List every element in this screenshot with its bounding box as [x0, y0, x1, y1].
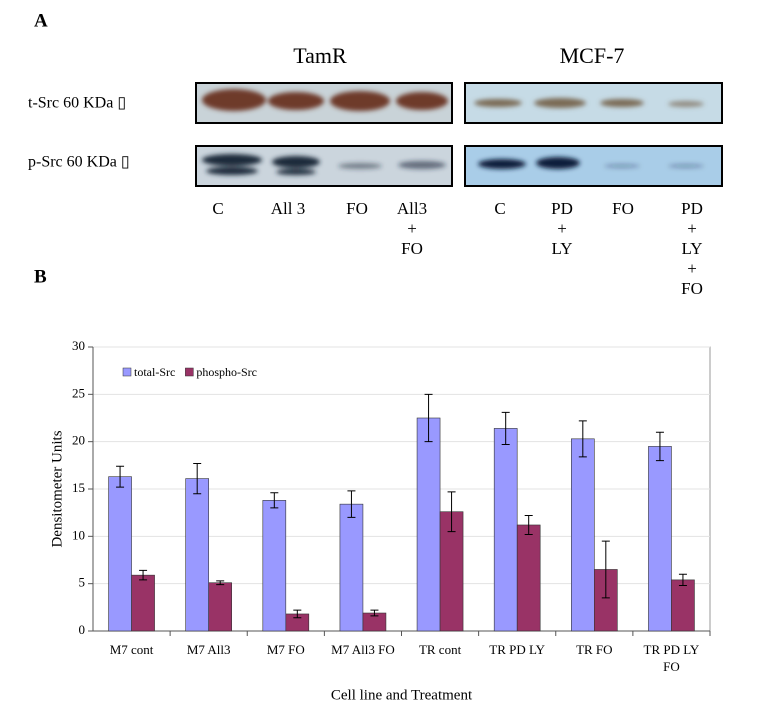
blot — [195, 145, 453, 187]
lane-label: + — [407, 219, 417, 238]
bar — [671, 579, 695, 632]
group-label: MCF-7 — [560, 43, 625, 68]
error-bar — [347, 490, 356, 518]
bar — [208, 582, 232, 632]
error-bar — [678, 573, 687, 587]
panel-label: B — [34, 266, 47, 287]
bar — [262, 500, 287, 632]
error-bar — [370, 609, 379, 617]
legend-label: phospho-Src — [196, 365, 257, 379]
bar — [416, 417, 441, 632]
bar — [493, 428, 518, 632]
error-bar — [601, 540, 610, 599]
x-tick-label: TR PD LY — [489, 642, 545, 657]
x-tick-label: M7 cont — [110, 642, 154, 657]
error-bar — [578, 420, 587, 458]
error-bar — [216, 580, 225, 586]
x-tick-label: TR PD LY FO — [644, 642, 700, 674]
lane-label: FO — [346, 199, 368, 218]
y-tick-label: 25 — [72, 385, 85, 400]
y-tick-label: 30 — [72, 338, 85, 353]
lane-label: FO — [612, 199, 634, 218]
error-bar — [116, 465, 125, 488]
lane-label: FO — [401, 239, 423, 258]
bar — [516, 524, 541, 632]
error-bar — [193, 462, 202, 495]
y-tick-label: 5 — [79, 575, 86, 590]
legend-swatch — [185, 367, 194, 377]
error-bar — [293, 609, 302, 619]
x-tick-label: TR FO — [576, 642, 612, 657]
lane-label: + — [687, 259, 697, 278]
group-label: TamR — [293, 43, 347, 68]
error-bar — [524, 515, 533, 535]
blot — [464, 145, 723, 187]
lane-label: PD — [551, 199, 573, 218]
row-label: t-Src 60 KDa ▯ — [28, 95, 126, 112]
lane-label: All3 — [397, 199, 427, 218]
error-bar — [270, 492, 279, 509]
bar — [648, 446, 672, 632]
panel-label: A — [34, 10, 48, 31]
bar — [108, 476, 132, 632]
lane-label: All 3 — [271, 199, 305, 218]
y-tick-label: 10 — [72, 527, 85, 542]
lane-label: LY — [552, 239, 573, 258]
bar — [185, 478, 209, 632]
legend-swatch — [122, 367, 132, 377]
lane-label: C — [212, 199, 223, 218]
x-tick-label: M7 All3 FO — [331, 642, 395, 657]
lane-label: PD — [681, 199, 703, 218]
bar — [339, 503, 364, 632]
error-bar — [501, 411, 510, 446]
lane-label: + — [557, 219, 567, 238]
y-tick-label: 0 — [79, 622, 86, 637]
error-bar — [424, 393, 433, 443]
y-tick-label: 15 — [72, 480, 85, 495]
error-bar — [447, 491, 456, 533]
x-tick-label: M7 All3 — [187, 642, 231, 657]
lane-label: C — [494, 199, 505, 218]
bar — [571, 438, 595, 632]
lane-label: LY — [682, 239, 703, 258]
y-axis-label: Densitometer Units — [49, 430, 65, 547]
y-tick-label: 20 — [72, 433, 85, 448]
legend-label: total-Src — [134, 365, 175, 379]
lane-label: + — [687, 219, 697, 238]
bar — [131, 574, 155, 632]
error-bar — [139, 569, 148, 581]
row-label: p-Src 60 KDa ▯ — [28, 154, 130, 171]
blot — [195, 82, 453, 124]
x-axis-label: Cell line and Treatment — [331, 687, 473, 703]
x-tick-label: M7 FO — [267, 642, 305, 657]
blot — [464, 82, 723, 124]
x-tick-label: TR cont — [419, 642, 462, 657]
lane-label: FO — [681, 279, 703, 298]
error-bar — [655, 431, 664, 462]
